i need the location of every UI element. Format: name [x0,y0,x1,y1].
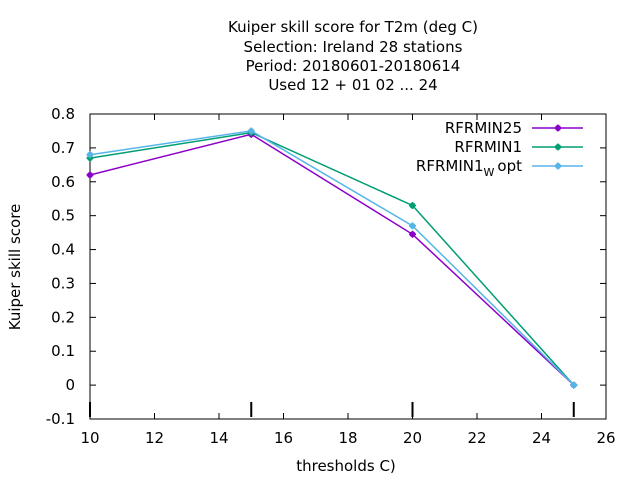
x-tick-label: 24 [532,429,551,447]
x-tick-label: 26 [596,429,615,447]
series-group [86,127,578,389]
y-tick-label: 0.1 [51,342,75,360]
plot-frame [89,113,607,420]
y-tick-label: 0.7 [51,139,75,157]
y-axis-label: Kuiper skill score [6,204,24,331]
legend-label: RFRMIN1W opt [416,157,522,179]
title-line-1: Kuiper skill score for T2m (deg C) [228,18,478,36]
title-line-2: Selection: Ireland 28 stations [244,38,463,56]
series-line [89,130,575,386]
x-threshold-markers [89,402,575,417]
legend-label: RFRMIN1 [454,138,522,156]
x-tick-label: 16 [274,429,293,447]
y-tick-label: 0.6 [51,173,75,191]
y-axis: -0.1 0 0.1 0.2 0.3 0.4 0.5 0.6 0.7 0.8 [46,105,606,428]
x-tick-label: 22 [467,429,486,447]
data-point [247,127,255,135]
y-tick-label: 0 [65,376,75,394]
title-line-4: Used 12 + 01 02 ... 24 [268,76,437,94]
x-tick-label: 12 [145,429,164,447]
data-point [409,202,416,209]
x-tick-label: 18 [338,429,357,447]
y-tick-label: 0.3 [51,274,75,292]
series-3 [86,127,578,389]
x-tick-label: 14 [209,429,228,447]
data-point [409,222,416,230]
data-point [409,230,416,238]
legend-marker [554,162,562,170]
y-tick-label: 0.8 [51,105,75,123]
y-tick-label: 0.2 [51,308,75,326]
legend-label: RFRMIN25 [445,119,522,137]
x-axis-label: thresholds C) [296,457,396,475]
y-tick-label: 0.5 [51,207,75,225]
x-tick-label: 10 [80,429,99,447]
y-tick-label: 0.4 [51,241,75,259]
series-line [89,133,575,386]
legend-marker [554,143,562,151]
chart-title: Kuiper skill score for T2m (deg C) Selec… [228,18,478,94]
title-line-3: Period: 20180601-20180614 [246,57,461,75]
x-axis: 10 12 14 16 18 20 22 24 26 [80,114,616,447]
data-point [570,381,578,389]
data-point [86,171,94,179]
series-line [89,131,575,386]
legend-marker [554,124,562,132]
data-point [86,151,94,159]
y-tick-label: -0.1 [46,410,75,428]
x-tick-label: 20 [403,429,422,447]
